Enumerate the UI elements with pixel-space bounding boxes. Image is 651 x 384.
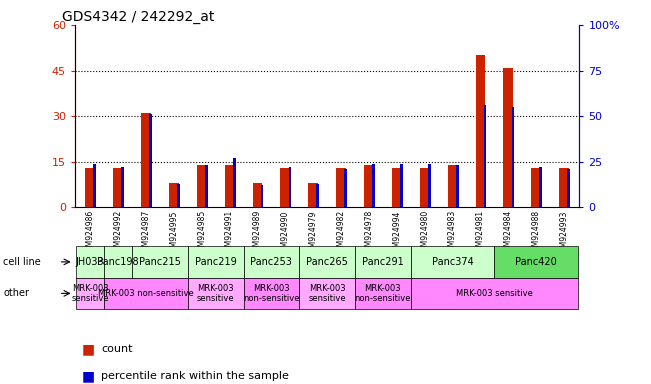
Text: JH033: JH033 [76, 257, 105, 267]
Bar [448, 165, 458, 207]
Bar [288, 167, 291, 207]
Bar [299, 246, 355, 278]
Bar [531, 168, 541, 207]
Bar [121, 167, 124, 207]
Bar [141, 113, 151, 207]
Bar [476, 55, 485, 207]
Bar [197, 165, 206, 207]
Text: other: other [3, 288, 29, 298]
Bar [540, 167, 542, 207]
Bar [243, 246, 299, 278]
Text: MRK-003
sensitive: MRK-003 sensitive [72, 284, 109, 303]
Text: Panc198: Panc198 [97, 257, 139, 267]
Bar [559, 168, 569, 207]
Text: MRK-003
sensitive: MRK-003 sensitive [197, 284, 234, 303]
Bar [76, 278, 104, 309]
Bar [392, 168, 402, 207]
Text: MRK-003
non-sensitive: MRK-003 non-sensitive [355, 284, 411, 303]
Text: MRK-003 non-sensitive: MRK-003 non-sensitive [98, 289, 194, 298]
Text: MRK-003
sensitive: MRK-003 sensitive [309, 284, 346, 303]
Bar [372, 164, 375, 207]
Bar [187, 278, 243, 309]
Text: count: count [101, 344, 132, 354]
Bar [309, 183, 318, 207]
Bar [104, 246, 132, 278]
Text: ■: ■ [81, 369, 94, 383]
Bar [344, 169, 347, 207]
Text: percentile rank within the sample: percentile rank within the sample [101, 371, 289, 381]
Bar [411, 278, 578, 309]
Bar [484, 105, 486, 207]
Bar [494, 246, 578, 278]
Bar [177, 184, 180, 207]
Text: MRK-003 sensitive: MRK-003 sensitive [456, 289, 533, 298]
Bar [512, 107, 514, 207]
Text: Panc219: Panc219 [195, 257, 236, 267]
Bar [364, 165, 374, 207]
Bar [355, 278, 411, 309]
Bar [76, 246, 104, 278]
Bar [113, 168, 123, 207]
Bar [567, 169, 570, 207]
Text: Panc291: Panc291 [362, 257, 404, 267]
Bar [243, 278, 299, 309]
Bar [503, 68, 513, 207]
Text: Panc265: Panc265 [306, 257, 348, 267]
Text: ■: ■ [81, 343, 94, 356]
Bar [428, 164, 431, 207]
Bar [205, 166, 208, 207]
Bar [420, 168, 430, 207]
Bar [104, 278, 187, 309]
Text: Panc215: Panc215 [139, 257, 181, 267]
Bar [355, 246, 411, 278]
Bar [187, 246, 243, 278]
Text: Panc420: Panc420 [516, 257, 557, 267]
Text: Panc253: Panc253 [251, 257, 292, 267]
Bar [169, 183, 178, 207]
Bar [400, 164, 403, 207]
Bar [225, 165, 234, 207]
Bar [132, 246, 187, 278]
Bar [281, 168, 290, 207]
Bar [316, 184, 319, 207]
Bar [149, 114, 152, 207]
Bar [253, 183, 262, 207]
Bar [299, 278, 355, 309]
Bar [260, 185, 264, 207]
Text: GDS4342 / 242292_at: GDS4342 / 242292_at [62, 10, 214, 23]
Bar [456, 166, 458, 207]
Bar [85, 168, 95, 207]
Bar [411, 246, 494, 278]
Text: MRK-003
non-sensitive: MRK-003 non-sensitive [243, 284, 299, 303]
Text: cell line: cell line [3, 257, 41, 267]
Text: Panc374: Panc374 [432, 257, 473, 267]
Bar [93, 164, 96, 207]
Bar [233, 158, 236, 207]
Bar [336, 168, 346, 207]
